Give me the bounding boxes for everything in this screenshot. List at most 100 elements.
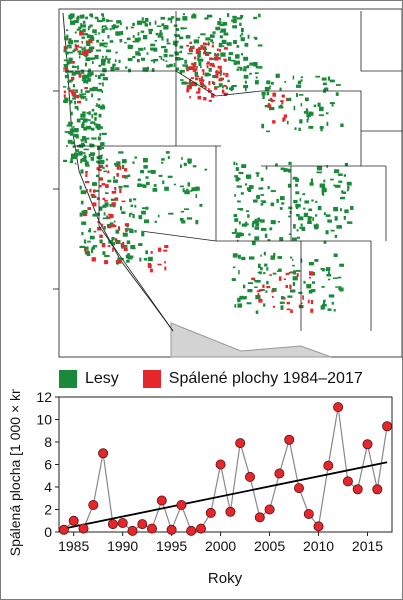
forest-patch: [237, 297, 241, 303]
forest-patch: [157, 35, 162, 38]
forest-patch: [333, 184, 336, 187]
forest-patch: [174, 34, 181, 37]
burned-patch: [77, 100, 82, 104]
burned-patch: [193, 56, 197, 60]
forest-patch: [154, 40, 157, 42]
burned-patch: [125, 229, 128, 232]
burned-patch: [71, 91, 76, 96]
forest-patch: [81, 47, 84, 51]
burned-patch: [286, 301, 290, 305]
forest-patch: [118, 257, 124, 261]
forest-patch: [84, 137, 90, 140]
data-point: [313, 521, 324, 532]
forest-patch: [234, 175, 238, 178]
forest-patch: [230, 19, 235, 22]
burned-patch: [203, 49, 206, 54]
forest-patch: [138, 178, 141, 181]
forest-patch: [236, 232, 242, 237]
burned-patch: [200, 79, 204, 82]
forest-patch: [107, 35, 110, 39]
forest-patch: [311, 289, 316, 293]
burned-patch: [188, 48, 192, 51]
forest-patch: [78, 55, 81, 59]
burned-patch: [207, 90, 212, 93]
forest-patch: [67, 81, 72, 83]
forest-patch: [72, 97, 76, 100]
burned-patch: [269, 97, 273, 100]
burned-patch: [216, 71, 221, 74]
burned-patch: [271, 289, 274, 293]
forest-patch: [101, 25, 107, 28]
forest-patch: [98, 20, 103, 23]
forest-patch: [69, 102, 72, 105]
forest-patch: [233, 214, 238, 217]
forest-patch: [291, 259, 294, 261]
forest-patch: [296, 270, 301, 272]
forest-patch: [102, 61, 106, 66]
forest-patch: [268, 99, 274, 101]
data-point: [127, 525, 138, 536]
forest-patch: [350, 205, 354, 210]
forest-patch: [91, 15, 94, 18]
burned-patch: [84, 248, 87, 252]
forest-patch: [288, 206, 293, 210]
forest-patch: [102, 251, 106, 255]
forest-patch: [209, 34, 215, 38]
forest-patch: [73, 128, 79, 133]
forest-patch: [228, 52, 234, 56]
forest-patch: [280, 196, 285, 201]
forest-patch: [232, 253, 238, 258]
forest-patch: [111, 237, 115, 241]
forest-patch: [94, 16, 99, 20]
burned-patch: [215, 70, 219, 72]
forest-patch: [346, 221, 353, 224]
burned-patch: [107, 245, 111, 247]
forest-patch: [92, 182, 97, 186]
forest-patch: [295, 178, 299, 182]
burned-patch: [105, 164, 108, 168]
forest-patch: [237, 66, 242, 69]
burned-patch: [285, 284, 288, 288]
burned-patch: [63, 94, 66, 98]
forest-patch: [80, 24, 86, 28]
forest-patch: [241, 32, 244, 36]
forest-patch: [239, 22, 242, 26]
burned-patch: [272, 92, 276, 97]
forest-patch: [68, 121, 73, 126]
forest-patch: [163, 25, 169, 30]
forest-patch: [93, 112, 98, 116]
burned-patch: [204, 85, 207, 89]
burned-patch: [210, 93, 215, 98]
forest-patch: [227, 13, 230, 17]
forest-patch: [95, 190, 99, 192]
forest-patch: [136, 20, 142, 25]
forest-patch: [107, 20, 113, 22]
forest-patch: [319, 106, 324, 112]
forest-patch: [83, 126, 87, 131]
forest-patch: [193, 13, 195, 17]
forest-patch: [181, 156, 183, 160]
forest-patch: [169, 63, 173, 67]
forest-patch: [211, 42, 214, 44]
burned-patch: [267, 104, 272, 108]
forest-patch: [315, 214, 318, 217]
burned-patch: [206, 63, 209, 65]
forest-legend-label: Lesy: [85, 370, 119, 387]
forest-patch: [238, 254, 241, 259]
forest-patch: [86, 125, 92, 130]
burned-patch: [69, 89, 74, 93]
forest-patch: [145, 164, 148, 169]
forest-patch: [312, 217, 315, 221]
forest-patch: [162, 180, 165, 185]
forest-patch: [103, 28, 109, 30]
forest-patch: [134, 156, 138, 159]
forest-patch: [194, 186, 200, 191]
forest-patch: [98, 64, 101, 67]
forest-patch: [69, 160, 74, 163]
forest-patch: [239, 295, 244, 300]
forest-patch: [247, 289, 253, 293]
forest-patch: [297, 80, 302, 85]
forest-patch: [84, 239, 87, 244]
forest-patch: [76, 28, 81, 31]
forest-patch: [193, 39, 199, 44]
